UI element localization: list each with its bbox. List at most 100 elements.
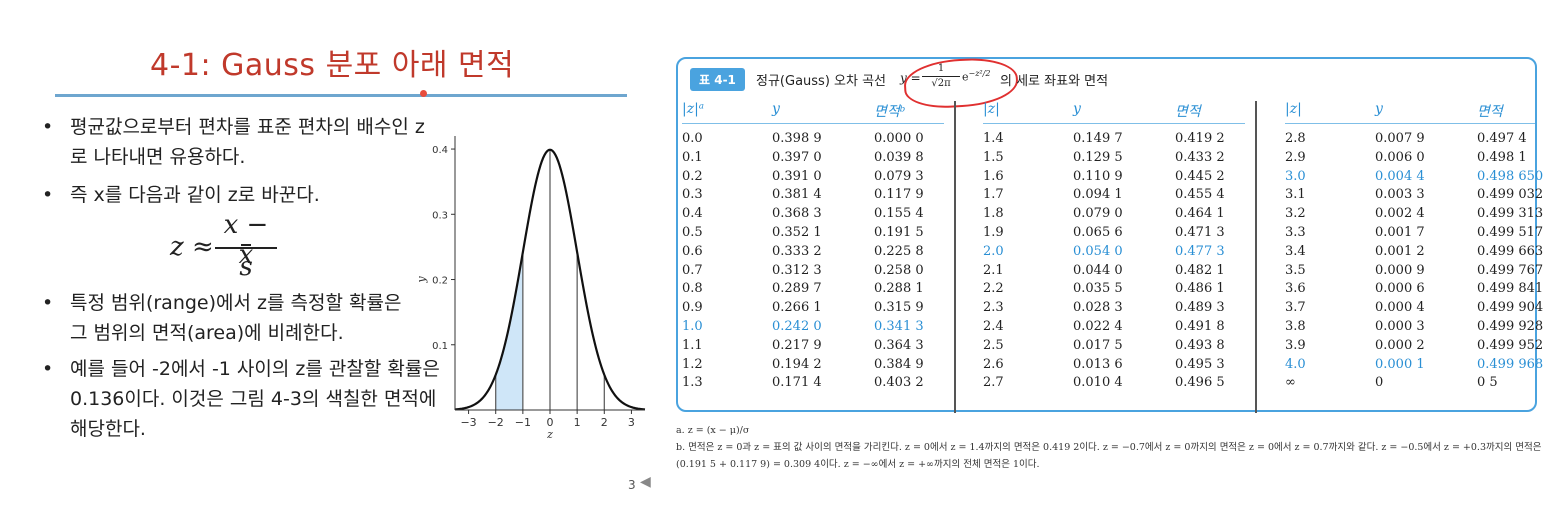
table-cell: 0.499 968 <box>1477 356 1544 372</box>
bullet-item: 평균값으로부터 편차를 표준 편차의 배수인 z로 나타내면 유용하다. <box>42 112 442 172</box>
table-cell: 0.266 1 <box>772 300 822 316</box>
table-cell: 0.006 0 <box>1375 149 1425 165</box>
table-cell: 0.499 517 <box>1477 225 1544 240</box>
formula-x: x <box>223 210 239 240</box>
table-cell: 3.3 <box>1285 225 1306 240</box>
table-cell: 0.004 4 <box>1375 168 1425 184</box>
bullet-item: 특정 범위(range)에서 z를 측정할 확률은 그 범위의 면적(area)… <box>42 288 410 348</box>
exp-base: e <box>962 70 969 84</box>
x-tick-label: 1 <box>574 416 581 429</box>
gaussian-curve-chart: −3 −2 −1 0 1 2 3 0.1 0.2 0.3 0.4 z y <box>415 136 646 441</box>
x-axis-label: z <box>546 428 553 441</box>
table-cell: 0.499 767 <box>1477 262 1544 278</box>
table-cell: 0.054 0 <box>1073 243 1123 259</box>
lecture-slide: 4-1: Gauss 분포 아래 면적 평균값으로부터 편차를 표준 편차의 배… <box>0 0 660 512</box>
table-cell: 0.482 1 <box>1175 262 1225 278</box>
table-cell: 0.495 3 <box>1175 356 1225 372</box>
table-cell: 3.2 <box>1285 206 1306 222</box>
table-cell: 0.000 0 <box>874 131 924 146</box>
table-cell: 0.486 1 <box>1175 281 1225 297</box>
gaussian-curve <box>454 148 646 411</box>
y-axis-label: y <box>415 276 428 284</box>
table-header-y: y <box>772 101 780 117</box>
table-cell: 0.471 3 <box>1175 225 1225 240</box>
table-cell: 0.384 9 <box>874 356 924 372</box>
table-cell: 0.403 2 <box>874 375 924 391</box>
table-cell: 0.497 4 <box>1477 131 1527 146</box>
table-cell: 0.498 650 <box>1477 168 1544 184</box>
table-cell: 1.0 <box>682 319 703 334</box>
gauss-table: 표 4-1 정규(Gauss) 오차 곡선 y = 1 √2π e−z²/2 의… <box>676 56 1543 413</box>
table-cell: 0.155 4 <box>874 206 924 222</box>
table-cell: 1.4 <box>983 131 1004 146</box>
table-cell: 4.0 <box>1285 356 1306 372</box>
table-cell: 2.7 <box>983 375 1004 391</box>
y-tick-label: 0.2 <box>432 276 448 287</box>
table-header-z: |z| <box>1285 101 1302 117</box>
footnote-b: b. 면적은 z = 0과 z = 표의 값 사이의 면적을 가리킨다. z =… <box>676 442 1542 470</box>
table-cell: 1.2 <box>682 356 703 372</box>
formula-denominator: s <box>239 252 253 282</box>
x-tick-label: −1 <box>515 416 531 429</box>
column-separator <box>954 101 956 413</box>
table-cell: 0.149 7 <box>1073 131 1123 146</box>
bullet-item: 예를 들어 -2에서 -1 사이의 z를 관찰할 확률은 0.136이다. 이것… <box>42 354 450 444</box>
table-cell: 1.7 <box>983 187 1004 203</box>
table-cell: 0.2 <box>682 168 703 184</box>
table-header-z: |z| <box>983 101 1000 117</box>
table-cell: 0.464 1 <box>1175 206 1225 222</box>
table-column-group: |z| y 면적 1.4 0.149 7 0.419 2 1.5 0.129 5 0.433 2… <box>983 101 1245 411</box>
speaker-icon[interactable]: ◀ <box>640 474 651 490</box>
table-cell: 0.001 7 <box>1375 225 1425 240</box>
table-cell: 0.496 5 <box>1175 375 1225 391</box>
table-cell: 2.1 <box>983 262 1004 278</box>
table-cell: 0.433 2 <box>1175 149 1225 165</box>
table-cell: 0.4 <box>682 206 703 222</box>
table-cell: 0 5 <box>1477 375 1498 391</box>
table-cell: 0.341 3 <box>874 319 924 334</box>
table-cell: 0.498 1 <box>1477 149 1527 165</box>
table-cell: 0.493 8 <box>1175 337 1225 353</box>
table-cell: 0.003 3 <box>1375 187 1425 203</box>
formula-minus: − <box>238 210 269 240</box>
table-cell: 0.242 0 <box>772 319 822 334</box>
bullet-list: 평균값으로부터 편차를 표준 편차의 배수인 z로 나타내면 유용하다. 즉 x… <box>42 112 442 444</box>
table-cell: 0.477 3 <box>1175 243 1225 259</box>
table-cell: 0.499 952 <box>1477 337 1544 353</box>
table-header-area: 면적ᵇ <box>874 104 906 120</box>
table-cell: 0.217 9 <box>772 337 822 353</box>
table-cell: 0.258 0 <box>874 262 924 278</box>
table-cell: 0.000 2 <box>1375 337 1425 353</box>
formula-lhs: z ≈ <box>170 232 214 262</box>
table-cell: 0.171 4 <box>772 375 822 391</box>
curve-formula-den: √2π <box>931 78 951 89</box>
table-cell: 3.5 <box>1285 262 1306 278</box>
table-cell: 0.000 4 <box>1375 300 1425 316</box>
table-cell: 0.381 4 <box>772 187 822 203</box>
table-caption-post: 의 세로 좌표와 면적 <box>1000 74 1109 89</box>
table-cell: 0.489 3 <box>1175 300 1225 316</box>
curve-formula-fraction: 1 √2π <box>922 63 960 90</box>
table-cell: 2.9 <box>1285 149 1306 165</box>
table-cell: 0.065 6 <box>1073 225 1123 240</box>
table-cell: 0.455 4 <box>1175 187 1225 203</box>
table-cell: 3.8 <box>1285 319 1306 334</box>
table-cell: 0.5 <box>682 225 703 240</box>
table-cell: 0.129 5 <box>1073 149 1123 165</box>
table-cell: 0.8 <box>682 281 703 297</box>
table-cell: 0.044 0 <box>1073 262 1123 278</box>
table-cell: 0.1 <box>682 149 703 165</box>
title-divider <box>55 94 627 97</box>
table-cell: 0.499 313 <box>1477 206 1544 222</box>
table-cell: 0.022 4 <box>1073 319 1123 334</box>
x-tick-label: −2 <box>488 416 504 429</box>
table-cell: 2.0 <box>983 243 1004 259</box>
y-tick-label: 0.3 <box>432 210 448 221</box>
column-separator <box>1255 101 1257 413</box>
table-cell: 0.315 9 <box>874 300 924 316</box>
table-cell: 0.368 3 <box>772 206 822 222</box>
table-cell: 0.007 9 <box>1375 131 1425 146</box>
footnote-a: a. z = (x − μ)/σ <box>676 425 750 436</box>
table-cell: 0.499 663 <box>1477 243 1544 259</box>
table-cell: 0.013 6 <box>1073 356 1123 372</box>
